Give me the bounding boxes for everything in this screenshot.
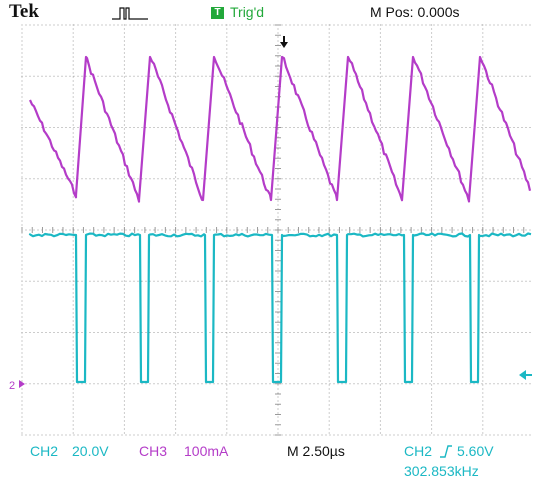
ch3-current-trace bbox=[28, 55, 532, 203]
trigger-level: 5.60V bbox=[457, 443, 494, 459]
ch2-label: CH2 bbox=[30, 443, 59, 459]
down-arrow-marker bbox=[280, 42, 288, 48]
trigger-source: CH2 bbox=[404, 443, 433, 459]
timebase: M 2.50µs bbox=[287, 443, 345, 459]
ch3-scale: 100mA bbox=[184, 443, 229, 459]
ch2-ground-marker bbox=[19, 380, 25, 388]
run-pulse-icon bbox=[112, 7, 148, 20]
ch2-voltage-trace bbox=[28, 232, 532, 384]
ch2-scale: 20.0V bbox=[72, 443, 109, 459]
frequency-readout: 302.853kHz bbox=[404, 463, 479, 479]
horizontal-position: M Pos: 0.000s bbox=[370, 4, 460, 20]
graticule bbox=[21, 24, 531, 436]
ch3-label: CH3 bbox=[139, 443, 168, 459]
brand-logo: Tek bbox=[9, 1, 39, 22]
rising-edge-icon bbox=[440, 445, 452, 458]
trigger-status: Trig'd bbox=[230, 4, 265, 20]
trigger-badge: T bbox=[211, 7, 224, 19]
ch2-ground-label: 2 bbox=[9, 380, 15, 392]
trigger-level-arrow bbox=[519, 370, 526, 380]
